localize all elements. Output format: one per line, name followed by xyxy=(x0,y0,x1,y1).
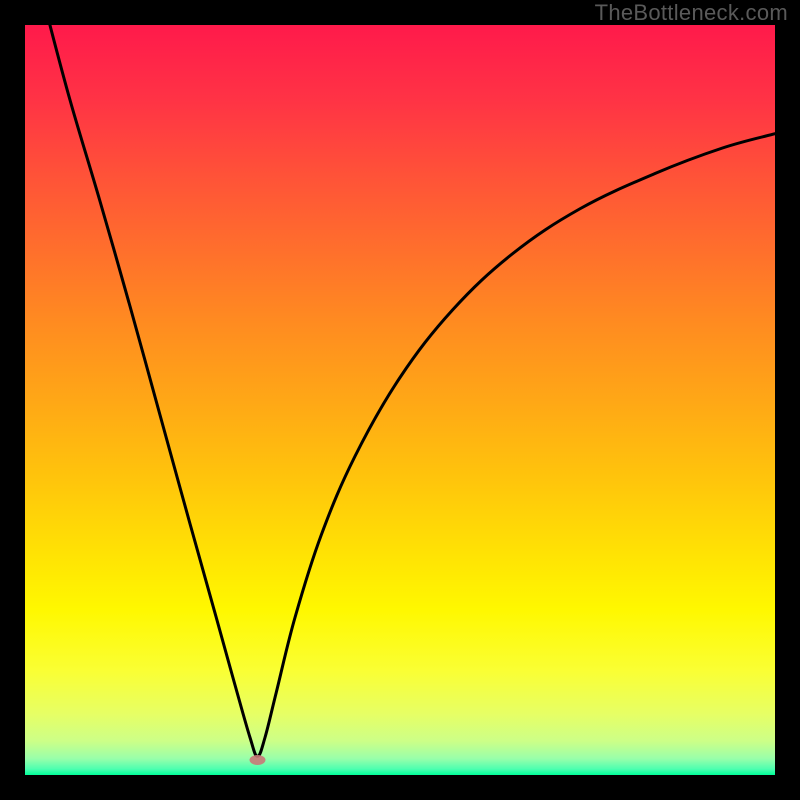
optimum-marker xyxy=(250,755,266,765)
watermark-text: TheBottleneck.com xyxy=(595,0,788,26)
chart-background xyxy=(25,25,775,775)
bottleneck-chart xyxy=(25,25,775,775)
chart-frame: TheBottleneck.com xyxy=(0,0,800,800)
